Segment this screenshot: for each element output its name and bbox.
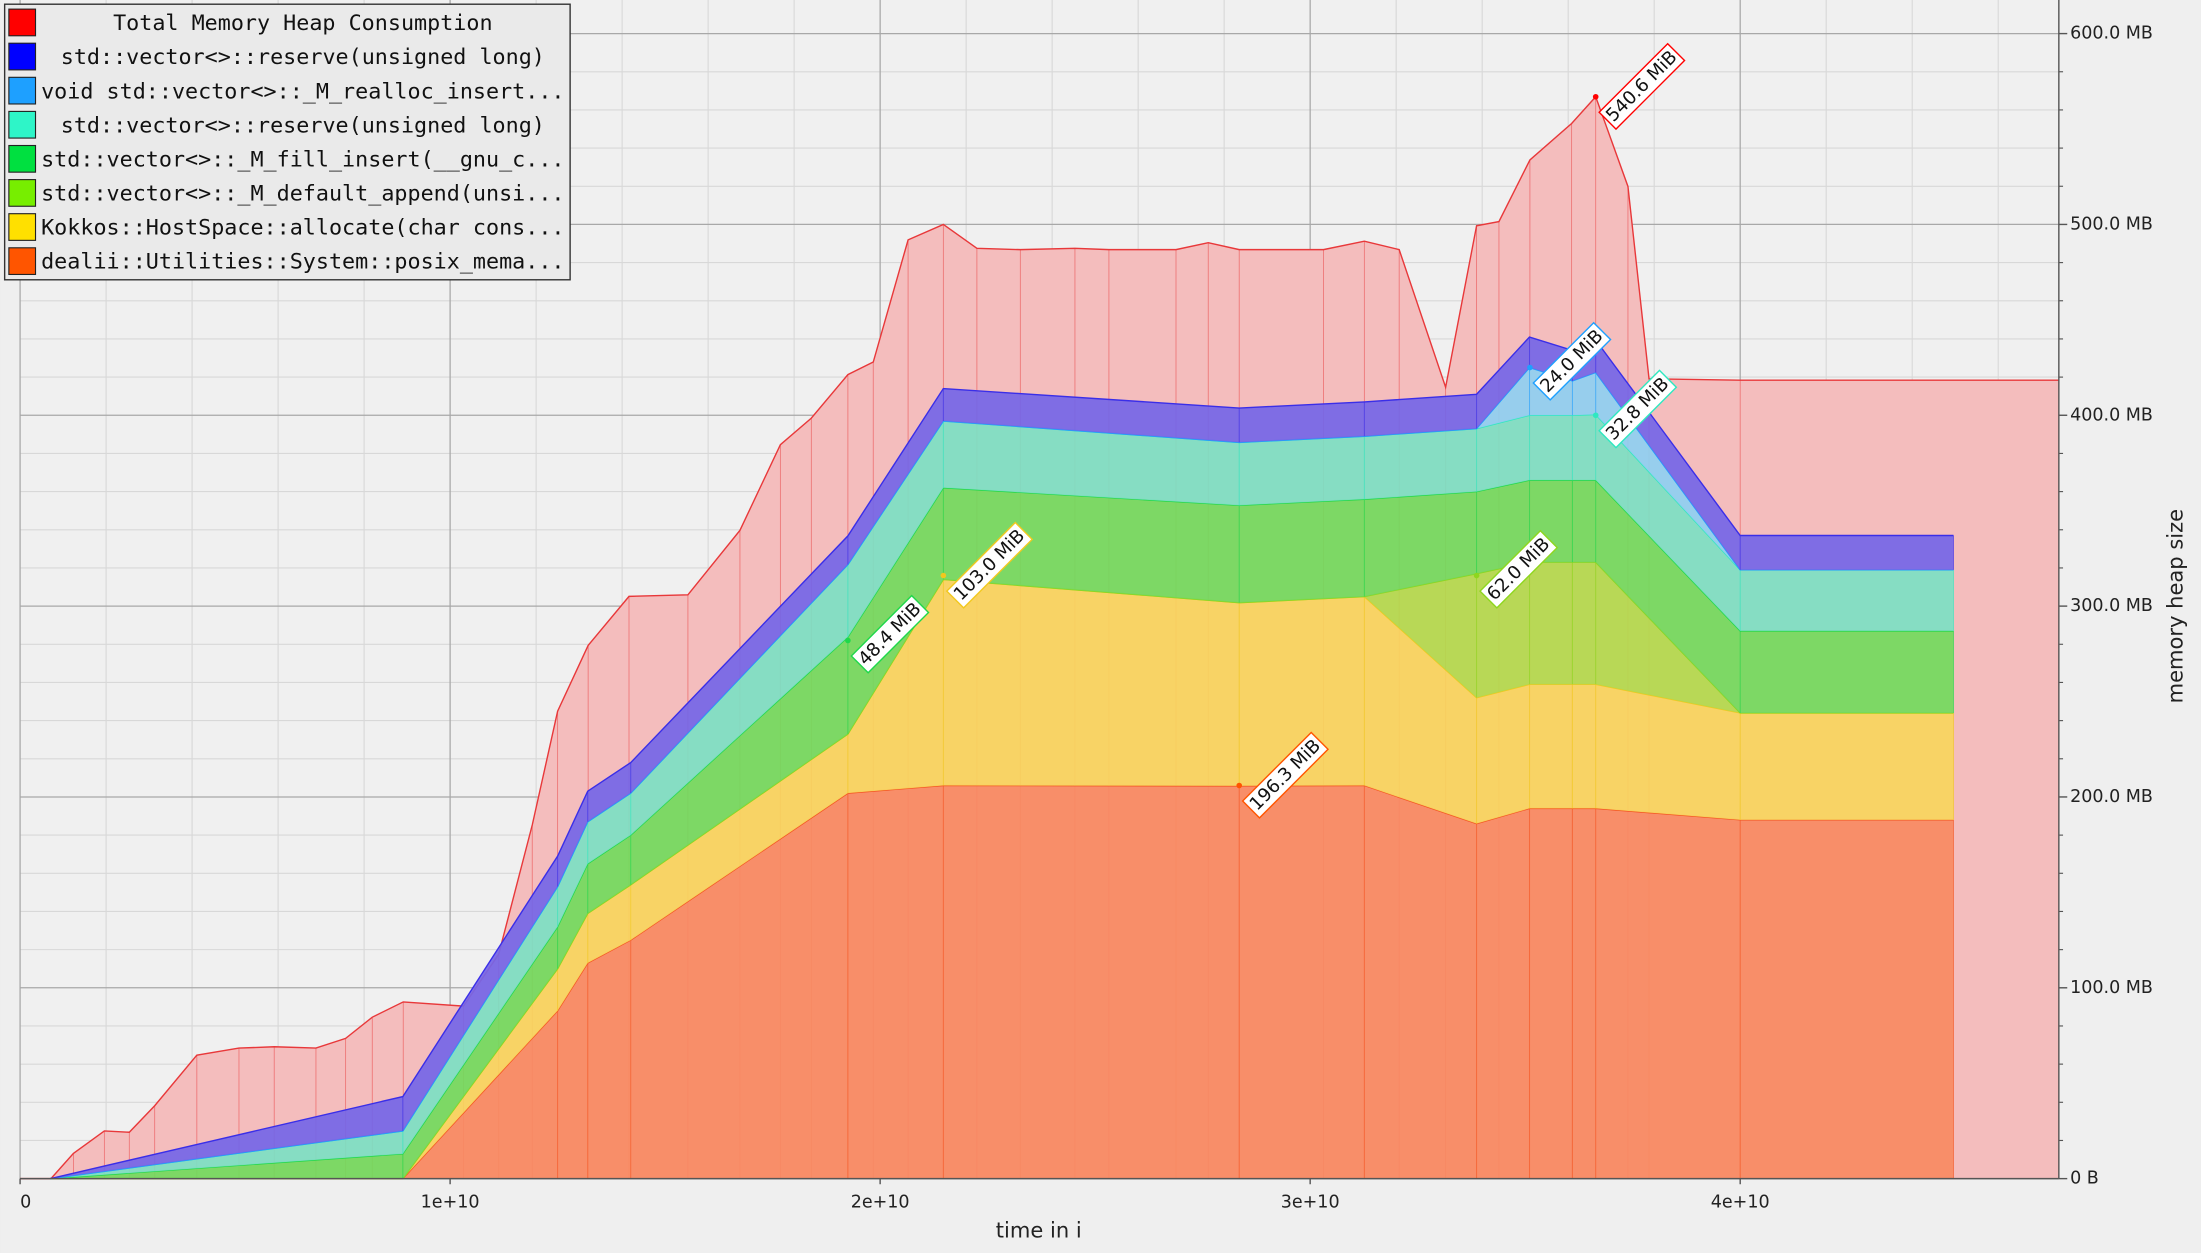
series-area <box>50 785 1954 1179</box>
x-tick-label: 1e+10 <box>421 1192 480 1212</box>
legend-swatch <box>8 247 37 276</box>
peak-dot <box>845 637 851 644</box>
y-tick-label: 600.0 MB <box>2070 24 2153 44</box>
peak-label-box <box>1241 731 1330 819</box>
peak-dot <box>1592 412 1599 419</box>
x-tick-label: 3e+10 <box>1281 1192 1340 1212</box>
y-tick-label: 300.0 MB <box>2070 596 2153 616</box>
y-tick-label: 400.0 MB <box>2070 405 2153 425</box>
peak-dot <box>940 572 947 579</box>
series-area <box>50 480 1954 1179</box>
legend-swatch <box>8 213 37 241</box>
peak-dot <box>1236 782 1243 789</box>
peak-label-box <box>945 521 1034 609</box>
peak-label-box <box>1598 42 1686 131</box>
legend-label: std::vector<>::reserve(unsigned long) <box>61 113 545 138</box>
peak-dot <box>1473 572 1480 579</box>
legend-swatch <box>8 42 37 71</box>
y-tick-label: 100.0 MB <box>2070 978 2153 998</box>
peak-label-box <box>1532 321 1612 401</box>
x-axis-label: time in i <box>996 1218 1082 1243</box>
x-tick-label: 2e+10 <box>851 1192 910 1212</box>
legend-label: Total Memory Heap Consumption <box>113 11 492 36</box>
total-line <box>20 95 2059 1180</box>
x-tick-label: 4e+10 <box>1711 1192 1770 1212</box>
y-tick-label: 0 B <box>2070 1169 2099 1189</box>
peak-label-box <box>850 594 930 674</box>
legend-label: std::vector<>::reserve(unsigned long) <box>61 45 545 70</box>
legend-label: std::vector<>::_M_default_append(unsi... <box>41 182 564 207</box>
peak-label-box <box>1598 369 1678 449</box>
y-tick-label: 200.0 MB <box>2070 787 2153 807</box>
peak-dot <box>1527 364 1533 371</box>
legend: Total Memory Heap Consumptionstd::vector… <box>3 3 571 281</box>
legend-label: std::vector<>::_M_fill_insert(__gnu_c... <box>41 147 564 172</box>
axes: 0 1e+10 2e+10 3e+10 4e+10 0 B 100.0 MB 200.0 MB… <box>19 0 2153 1212</box>
y-axis-label: memory heap size <box>2162 509 2187 704</box>
legend-box <box>3 3 571 281</box>
legend-label: void std::vector<>::_M_realloc_insert... <box>41 79 564 104</box>
legend-label: Kokkos::HostSpace::allocate(char cons... <box>41 216 564 241</box>
legend-label: dealii::Utilities::System::posix_mema... <box>41 250 564 275</box>
x-tick-label: 0 <box>20 1192 31 1212</box>
peak-dot <box>1592 93 1599 100</box>
legend-swatch <box>8 179 37 207</box>
legend-swatch <box>8 144 37 173</box>
peak-label-box <box>1479 529 1559 609</box>
y-tick-label: 500.0 MB <box>2070 214 2153 234</box>
legend-swatch <box>8 8 37 37</box>
series-area <box>50 579 1954 1179</box>
legend-swatch <box>8 110 37 139</box>
legend-swatch <box>8 76 37 105</box>
